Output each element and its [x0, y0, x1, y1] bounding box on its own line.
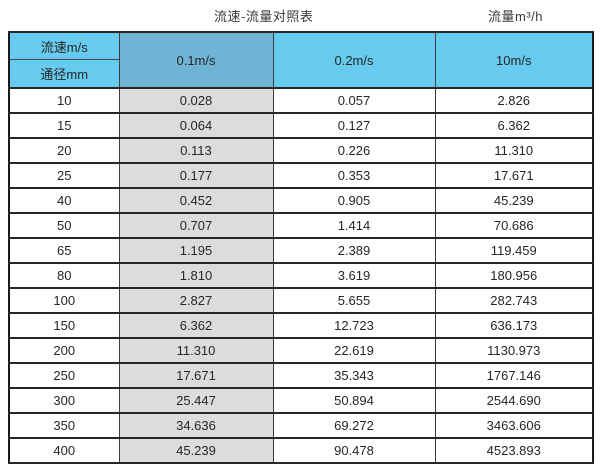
header-row: 流速m/s 通径mm 0.1m/s 0.2m/s 10m/s [8, 31, 594, 89]
value-0-2ms-cell: 50.894 [272, 387, 436, 414]
diameter-cell: 20 [8, 137, 120, 164]
value-0-1ms-cell: 45.239 [118, 437, 274, 464]
diameter-cell: 80 [8, 262, 120, 289]
value-0-1ms-cell: 11.310 [118, 337, 274, 364]
value-0-2ms-cell: 69.272 [272, 412, 436, 439]
diameter-header-label: 通径mm [40, 67, 89, 82]
value-0-1ms-cell: 34.636 [118, 412, 274, 439]
table-row: 200 11.310 22.619 1130.973 [8, 337, 594, 364]
value-0-1ms-cell: 6.362 [118, 312, 274, 339]
diameter-cell: 400 [8, 437, 120, 464]
table-row: 100 2.827 5.655 282.743 [8, 287, 594, 314]
value-10ms-cell: 45.239 [434, 187, 594, 214]
diameter-cell: 40 [8, 187, 120, 214]
value-10ms-cell: 6.362 [434, 112, 594, 139]
value-0-1ms-cell: 0.452 [118, 187, 274, 214]
value-0-2ms-cell: 22.619 [272, 337, 436, 364]
table-body: 10 0.028 0.057 2.826 15 0.064 0.127 6.362 20 0.11… [8, 87, 594, 464]
table-row: 20 0.113 0.226 11.310 [8, 137, 594, 164]
table-row: 350 34.636 69.272 3463.606 [8, 412, 594, 439]
flow-velocity-header-label: 流速m/s [10, 34, 118, 60]
value-0-2ms-cell: 35.343 [272, 362, 436, 389]
value-0-2ms-cell: 1.414 [272, 212, 436, 239]
value-10ms-cell: 2544.690 [434, 387, 594, 414]
table-row: 15 0.064 0.127 6.362 [8, 112, 594, 139]
value-0-1ms-cell: 25.447 [118, 387, 274, 414]
value-0-2ms-cell: 0.127 [272, 112, 436, 139]
table-row: 65 1.195 2.389 119.459 [8, 237, 594, 264]
table-row: 25 0.177 0.353 17.671 [8, 162, 594, 189]
value-0-2ms-cell: 0.905 [272, 187, 436, 214]
diameter-cell: 50 [8, 212, 120, 239]
diameter-cell: 150 [8, 312, 120, 339]
value-10ms-cell: 3463.606 [434, 412, 594, 439]
table-title: 流速-流量对照表 [214, 9, 314, 24]
value-0-1ms-cell: 0.707 [118, 212, 274, 239]
diameter-cell: 300 [8, 387, 120, 414]
value-0-2ms-cell: 12.723 [272, 312, 436, 339]
table-row: 80 1.810 3.619 180.956 [8, 262, 594, 289]
value-0-1ms-cell: 17.671 [118, 362, 274, 389]
column-header-0-2ms: 0.2m/s [272, 31, 436, 89]
flow-rate-table: 流速m/s 通径mm 0.1m/s 0.2m/s 10m/s 10 0.028 0.… [8, 31, 594, 464]
diameter-cell: 25 [8, 162, 120, 189]
value-0-1ms-cell: 0.064 [118, 112, 274, 139]
table-row: 250 17.671 35.343 1767.146 [8, 362, 594, 389]
value-10ms-cell: 119.459 [434, 237, 594, 264]
column-header-0-1ms: 0.1m/s [118, 31, 274, 89]
value-0-2ms-cell: 5.655 [272, 287, 436, 314]
value-0-2ms-cell: 0.353 [272, 162, 436, 189]
value-10ms-cell: 180.956 [434, 262, 594, 289]
table-header: 流速m/s 通径mm 0.1m/s 0.2m/s 10m/s [8, 31, 594, 89]
value-0-2ms-cell: 90.478 [272, 437, 436, 464]
value-10ms-cell: 70.686 [434, 212, 594, 239]
value-0-1ms-cell: 0.113 [118, 137, 274, 164]
value-0-2ms-cell: 3.619 [272, 262, 436, 289]
table-row: 150 6.362 12.723 636.173 [8, 312, 594, 339]
value-10ms-cell: 1767.146 [434, 362, 594, 389]
table-row: 400 45.239 90.478 4523.893 [8, 437, 594, 464]
title-bar: 流速-流量对照表 流量m³/h [0, 0, 600, 31]
flow-unit-title: 流量m³/h [488, 9, 544, 24]
value-10ms-cell: 4523.893 [434, 437, 594, 464]
diameter-cell: 15 [8, 112, 120, 139]
value-0-1ms-cell: 1.810 [118, 262, 274, 289]
value-0-2ms-cell: 0.057 [272, 87, 436, 114]
diameter-cell: 250 [8, 362, 120, 389]
value-10ms-cell: 636.173 [434, 312, 594, 339]
diameter-cell: 100 [8, 287, 120, 314]
table-row: 40 0.452 0.905 45.239 [8, 187, 594, 214]
value-0-2ms-cell: 0.226 [272, 137, 436, 164]
diameter-cell: 65 [8, 237, 120, 264]
value-10ms-cell: 2.826 [434, 87, 594, 114]
column-header-10ms: 10m/s [434, 31, 594, 89]
corner-header-cell: 流速m/s 通径mm [8, 31, 120, 89]
diameter-cell: 10 [8, 87, 120, 114]
value-10ms-cell: 11.310 [434, 137, 594, 164]
value-0-1ms-cell: 0.177 [118, 162, 274, 189]
value-0-1ms-cell: 2.827 [118, 287, 274, 314]
value-10ms-cell: 282.743 [434, 287, 594, 314]
value-0-1ms-cell: 1.195 [118, 237, 274, 264]
table-row: 10 0.028 0.057 2.826 [8, 87, 594, 114]
diameter-cell: 350 [8, 412, 120, 439]
value-0-1ms-cell: 0.028 [118, 87, 274, 114]
value-10ms-cell: 1130.973 [434, 337, 594, 364]
table-row: 50 0.707 1.414 70.686 [8, 212, 594, 239]
table-row: 300 25.447 50.894 2544.690 [8, 387, 594, 414]
value-10ms-cell: 17.671 [434, 162, 594, 189]
diameter-cell: 200 [8, 337, 120, 364]
value-0-2ms-cell: 2.389 [272, 237, 436, 264]
